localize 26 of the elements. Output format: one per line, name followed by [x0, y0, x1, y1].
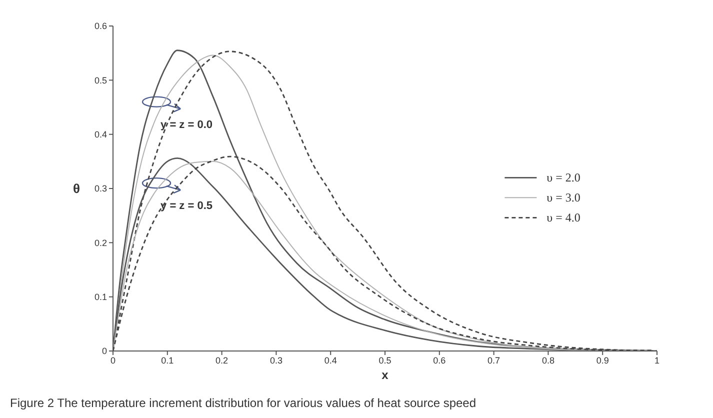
y-axis-title: θ [73, 181, 80, 196]
x-tick-label: 1 [654, 355, 660, 366]
x-axis-title: x [382, 368, 389, 382]
x-tick-label: 0.4 [324, 355, 337, 366]
x-tick-label: 0.9 [596, 355, 609, 366]
y-tick-label: 0.1 [94, 292, 107, 302]
legend-label: υ = 4.0 [546, 210, 580, 225]
x-tick-label: 0.5 [378, 355, 392, 366]
x-tick-label: 0 [110, 355, 116, 366]
y-tick-label: 0.3 [94, 184, 107, 194]
x-tick-label: 0.3 [270, 355, 282, 366]
caption: Figure 2 The temperature increment distribution for various values of heat source speed [10, 396, 476, 410]
x-tick-label: 0.2 [216, 355, 228, 366]
y-tick-label: 0.5 [94, 75, 107, 86]
x-tick-label: 0.6 [433, 355, 446, 366]
y-tick-label: 0.4 [94, 130, 107, 140]
legend-label: υ = 2.0 [546, 170, 580, 185]
x-tick-label: 0.1 [161, 355, 174, 366]
x-tick-label: 0.8 [542, 355, 554, 366]
annotation: y = z = 0.0 [160, 118, 213, 131]
y-tick-label: 0.6 [94, 21, 107, 32]
x-tick-label: 0.7 [488, 355, 500, 366]
y-tick-label: 0.2 [94, 238, 107, 248]
y-tick-label: 0 [102, 346, 107, 356]
legend-label: υ = 3.0 [546, 190, 580, 205]
annotation: y = z = 0.5 [160, 200, 213, 212]
